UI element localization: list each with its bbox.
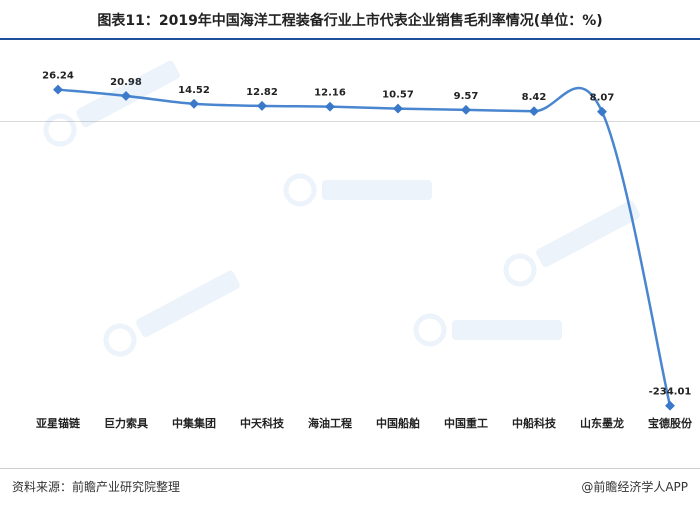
data-label: 12.82 [246, 87, 278, 98]
data-label: 8.07 [590, 93, 615, 104]
data-point [461, 104, 471, 115]
data-label: 26.24 [42, 71, 74, 82]
data-label: 14.52 [178, 85, 210, 96]
data-label: 10.57 [382, 90, 414, 101]
footer-rule [0, 468, 700, 469]
watermark-logo-icon [103, 270, 240, 357]
watermark [43, 60, 640, 357]
x-tick-label: 宝德股份 [648, 416, 693, 430]
data-point [121, 91, 131, 101]
watermark-logo-icon [413, 313, 562, 347]
watermark-logo-icon [503, 200, 640, 287]
data-point [325, 101, 335, 112]
x-tick-label: 海油工程 [308, 416, 352, 430]
source-note: 资料来源：前瞻产业研究院整理 [12, 480, 181, 494]
x-tick-label: 山东墨龙 [580, 416, 624, 430]
brand-note: @前瞻经济学人APP [581, 480, 688, 494]
data-label: 12.16 [314, 88, 346, 99]
x-tick-label: 中集集团 [172, 416, 216, 430]
title-rule [0, 38, 700, 40]
data-point [189, 98, 199, 109]
x-tick-label: 中国重工 [444, 416, 488, 430]
data-label: -234.01 [649, 387, 692, 398]
watermark-logo-icon [43, 60, 180, 147]
data-labels: 26.24 20.98 14.52 12.82 12.16 10.57 9.57 8.42 8.… [42, 71, 691, 398]
x-tick-label: 亚星锚链 [36, 416, 81, 430]
data-point [665, 400, 675, 411]
x-axis-tick-labels: 亚星锚链 巨力索具 中集集团 中天科技 海油工程 中国船舶 中国重工 中船科技 山东墨龙 宝德股份 [36, 416, 693, 430]
x-tick-label: 中天科技 [240, 416, 285, 430]
data-point [53, 84, 63, 95]
data-point [529, 106, 539, 117]
line-chart: 26.24 20.98 14.52 12.82 12.16 10.57 9.57 8.42 8.… [0, 60, 700, 430]
x-tick-label: 巨力索具 [104, 416, 148, 430]
data-point [257, 100, 267, 111]
data-point [597, 106, 607, 117]
x-tick-label: 中船科技 [512, 416, 557, 430]
chart-title: 图表11：2019年中国海洋工程装备行业上市代表企业销售毛利率情况(单位：%) [97, 13, 603, 29]
watermark-logo-icon [283, 173, 432, 207]
data-label: 20.98 [110, 77, 142, 88]
data-label: 8.42 [522, 92, 547, 103]
data-label: 9.57 [454, 91, 479, 102]
x-tick-label: 中国船舶 [376, 416, 420, 430]
data-point [393, 103, 403, 114]
